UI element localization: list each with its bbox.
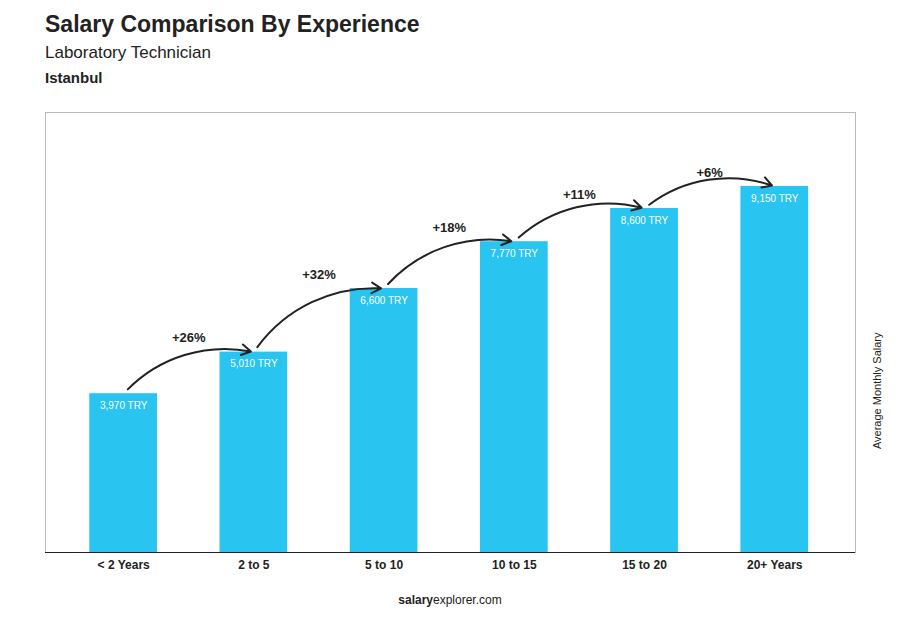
html-text:Laboratory Technician: Laboratory Technician xyxy=(45,43,211,62)
svg-text:15 to 20: 15 to 20 xyxy=(622,558,667,572)
svg-text:2 to 5: 2 to 5 xyxy=(238,558,270,572)
html-text:Istanbul: Istanbul xyxy=(45,69,103,86)
svg-text:6,600 TRY: 6,600 TRY xyxy=(360,295,408,306)
svg-text:7,770 TRY: 7,770 TRY xyxy=(491,248,539,259)
svg-text:5,010 TRY: 5,010 TRY xyxy=(230,358,278,369)
svg-text:+26%: +26% xyxy=(172,330,206,345)
svg-text:+11%: +11% xyxy=(563,187,596,202)
svg-text:< 2 Years: < 2 Years xyxy=(98,558,150,572)
svg-text:+18%: +18% xyxy=(432,220,466,235)
html-text:Salary Comparison By Experienc: Salary Comparison By Experience xyxy=(45,11,420,37)
svg-text:+32%: +32% xyxy=(302,267,336,282)
svg-text:+6%: +6% xyxy=(696,165,723,180)
svg-text:Average Monthly Salary: Average Monthly Salary xyxy=(871,332,883,449)
svg-text:20+ Years: 20+ Years xyxy=(747,558,803,572)
svg-text:10 to 15: 10 to 15 xyxy=(492,558,537,572)
svg-text:5 to 10: 5 to 10 xyxy=(365,558,403,572)
svg-text:8,600 TRY: 8,600 TRY xyxy=(621,215,669,226)
svg-text:9,150 TRY: 9,150 TRY xyxy=(751,193,799,204)
html-text:salary explorer.com: salary explorer.com xyxy=(398,593,502,607)
svg-text:3,970 TRY: 3,970 TRY xyxy=(100,400,148,411)
